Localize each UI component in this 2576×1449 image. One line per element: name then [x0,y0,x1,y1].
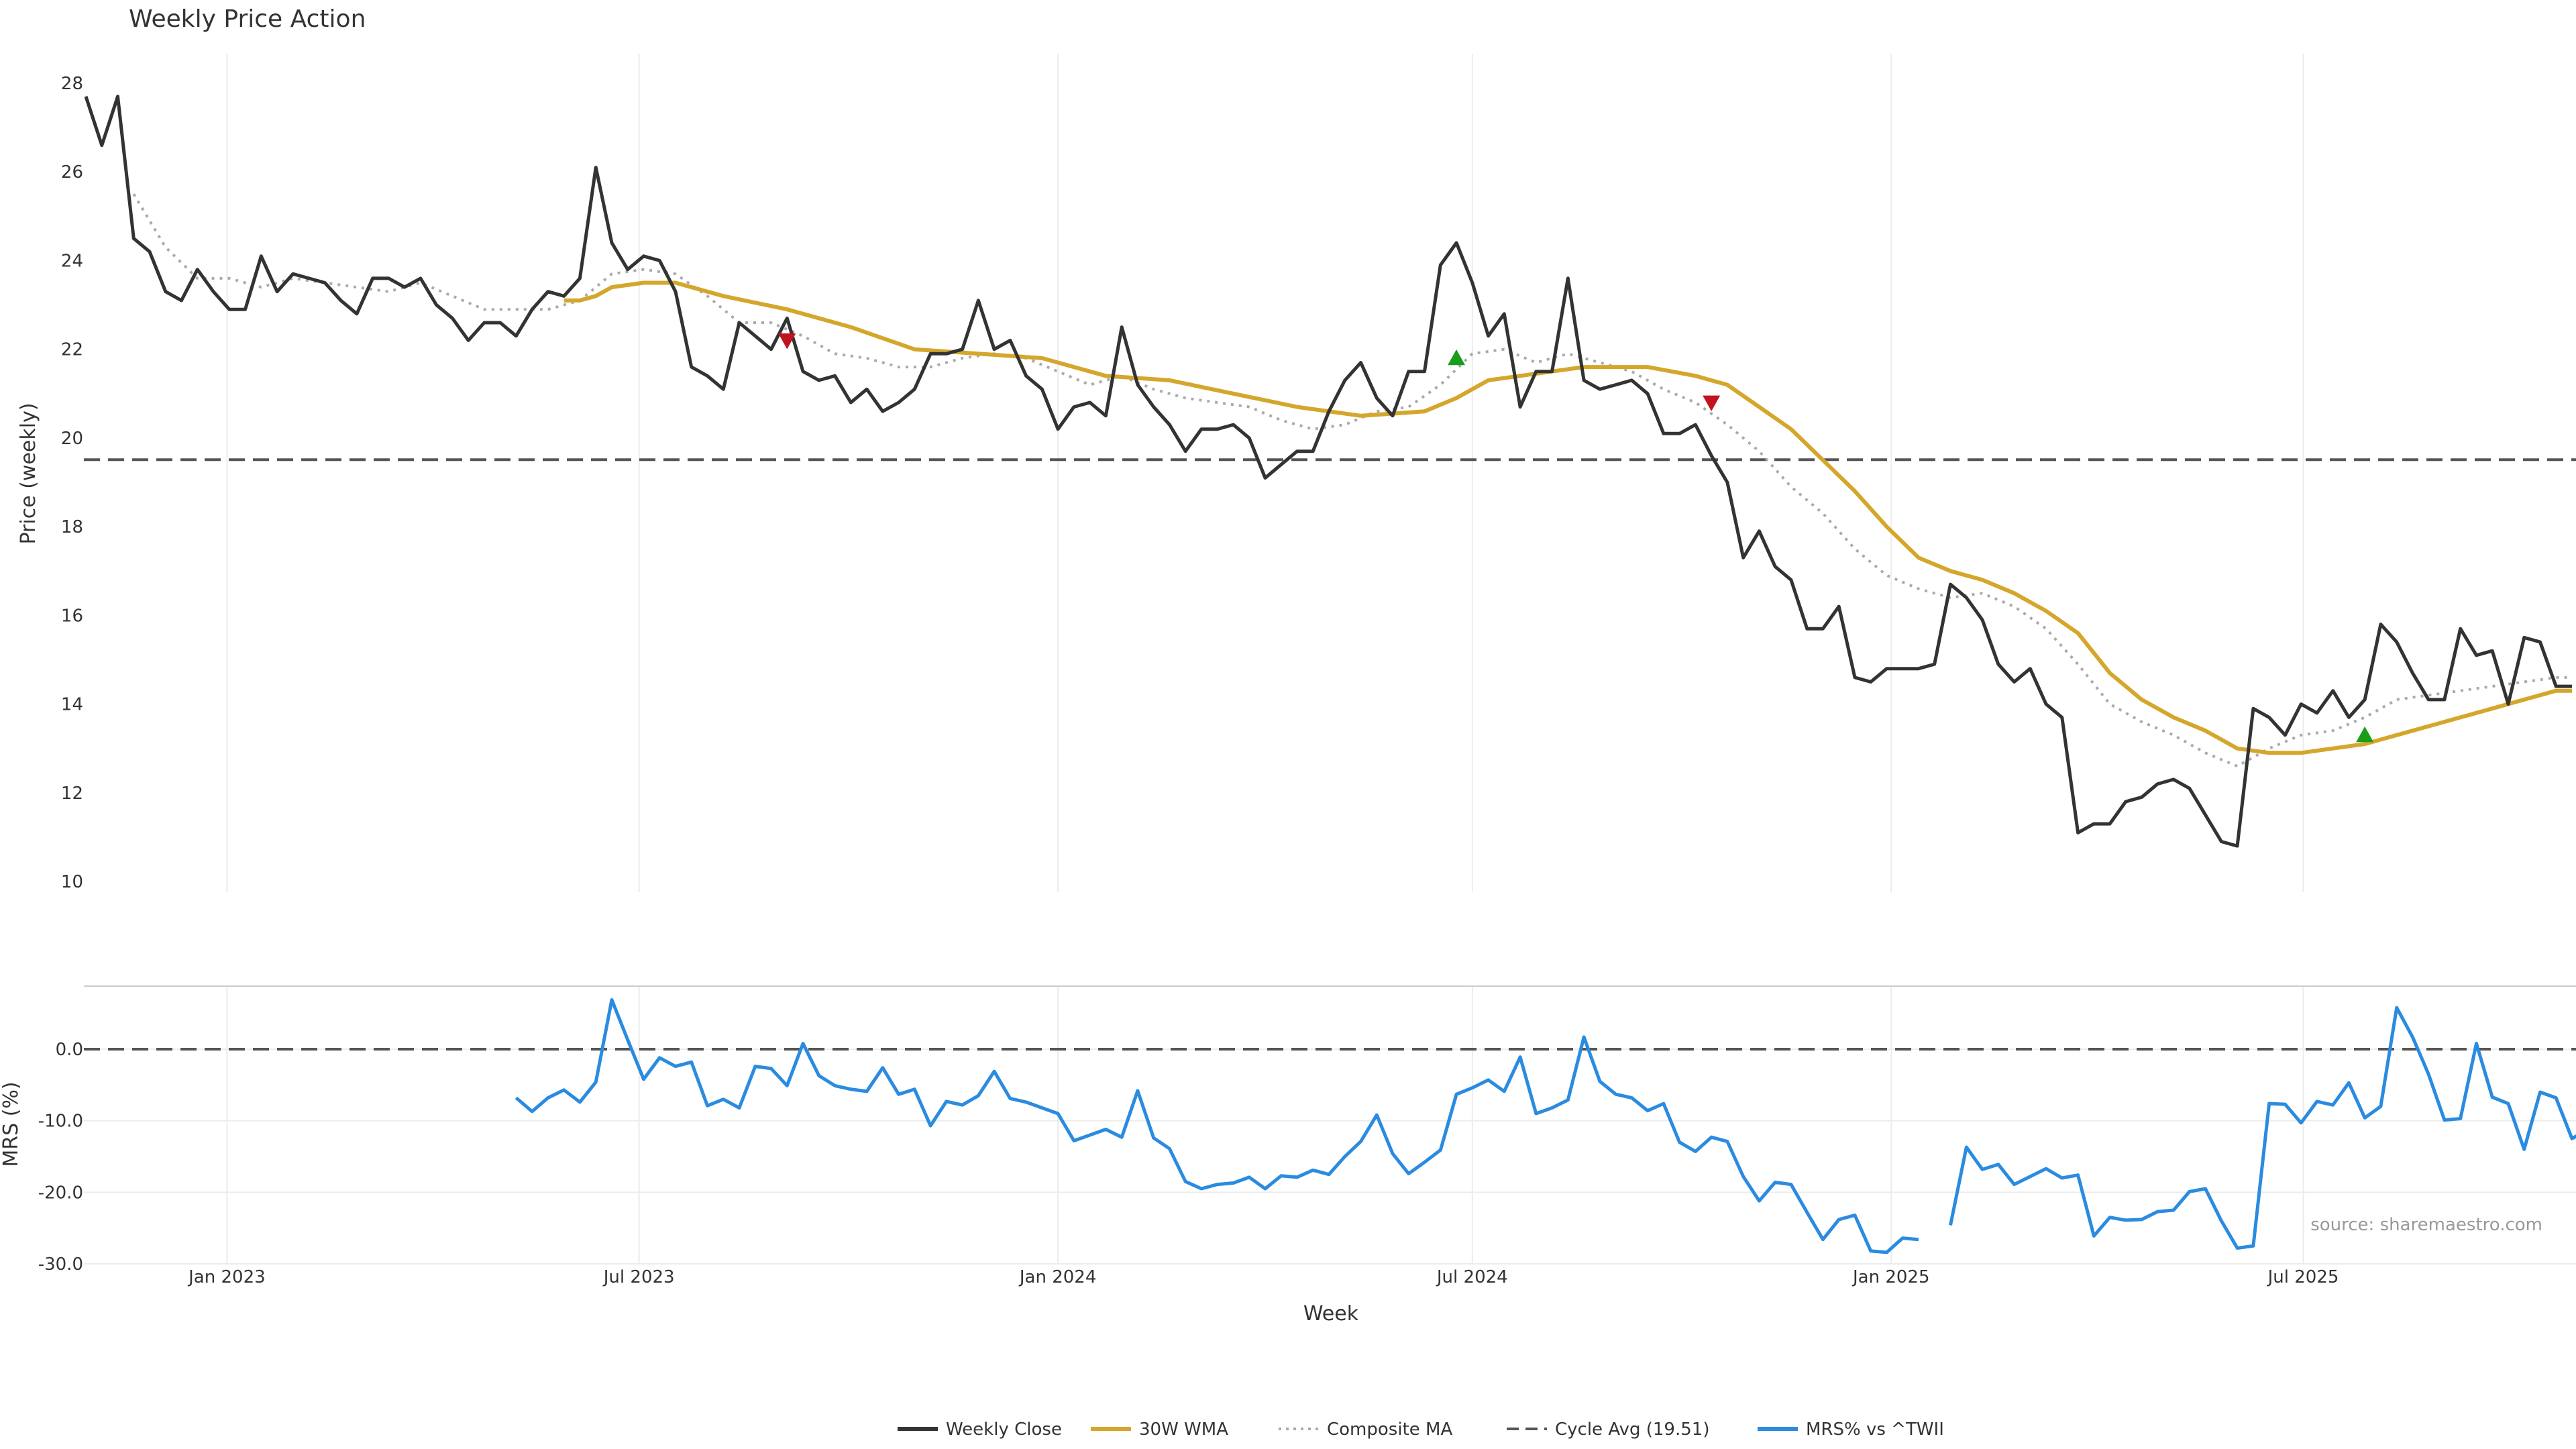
buy-marker [1448,349,1466,366]
price-y-tick-label: 18 [61,517,83,537]
mrs-y-tick-label: 0.0 [56,1040,83,1060]
x-tick-label: Jan 2024 [1018,1267,1097,1287]
composite-ma-line [132,193,2572,768]
x-ticks: Jan 2023 Jul 2023 Jan 2024 Jul 2024 Jan 2025… [187,1267,2339,1287]
price-y-tick-label: 28 [61,74,83,94]
legend-label: 30W WMA [1139,1419,1228,1440]
x-tick-label: Jul 2025 [2267,1267,2339,1287]
legend-label: Composite MA [1327,1419,1452,1440]
price-y-tick-label: 16 [61,606,83,626]
price-y-tick-label: 24 [61,251,83,271]
price-y-tick-label: 10 [61,872,83,892]
sell-marker [778,333,796,350]
legend-label: Cycle Avg (19.51) [1555,1419,1709,1440]
price-y-tick-label: 26 [61,162,83,182]
legend-label: Weekly Close [946,1419,1062,1440]
price-y-tick-label: 14 [61,695,83,715]
price-y-ticks: 10 12 14 16 18 20 22 24 26 28 [61,74,83,892]
mrs-y-tick-label: -30.0 [38,1254,83,1275]
x-tick-label: Jul 2023 [602,1267,675,1287]
mrs-line-segment [515,998,1919,1254]
buy-marker [2356,726,2374,743]
wma-30w-line [564,280,2572,755]
weekly-close-line [84,95,2572,848]
mrs-y-tick-label: -20.0 [38,1183,83,1203]
signal-markers [778,333,2374,743]
price-grid [226,54,2304,892]
x-axis-label: Week [1303,1302,1359,1326]
price-y-tick-label: 20 [61,429,83,449]
x-tick-label: Jan 2025 [1851,1267,1930,1287]
price-y-tick-label: 12 [61,784,83,804]
mrs-y-axis-label: MRS (%) [0,1081,23,1167]
mrs-y-ticks: 0.0 -10.0 -20.0 -30.0 [38,1040,83,1275]
legend: Weekly Close 30W WMA Composite MA Cycle Avg… [898,1419,1944,1440]
mrs-line-segment [1949,1006,2576,1250]
mrs-grid [84,986,2576,1265]
sell-marker [1703,395,1721,411]
source-note: source: sharemaestro.com [2310,1215,2542,1235]
x-tick-label: Jul 2024 [1436,1267,1508,1287]
price-y-axis-label: Price (weekly) [17,402,40,544]
mrs-y-tick-label: -10.0 [38,1112,83,1132]
legend-label: MRS% vs ^TWII [1806,1419,1944,1440]
price-y-tick-label: 22 [61,340,83,360]
chart-title: Weekly Price Action [129,5,366,33]
mrs-line [515,998,2576,1254]
x-tick-label: Jan 2023 [187,1267,266,1287]
